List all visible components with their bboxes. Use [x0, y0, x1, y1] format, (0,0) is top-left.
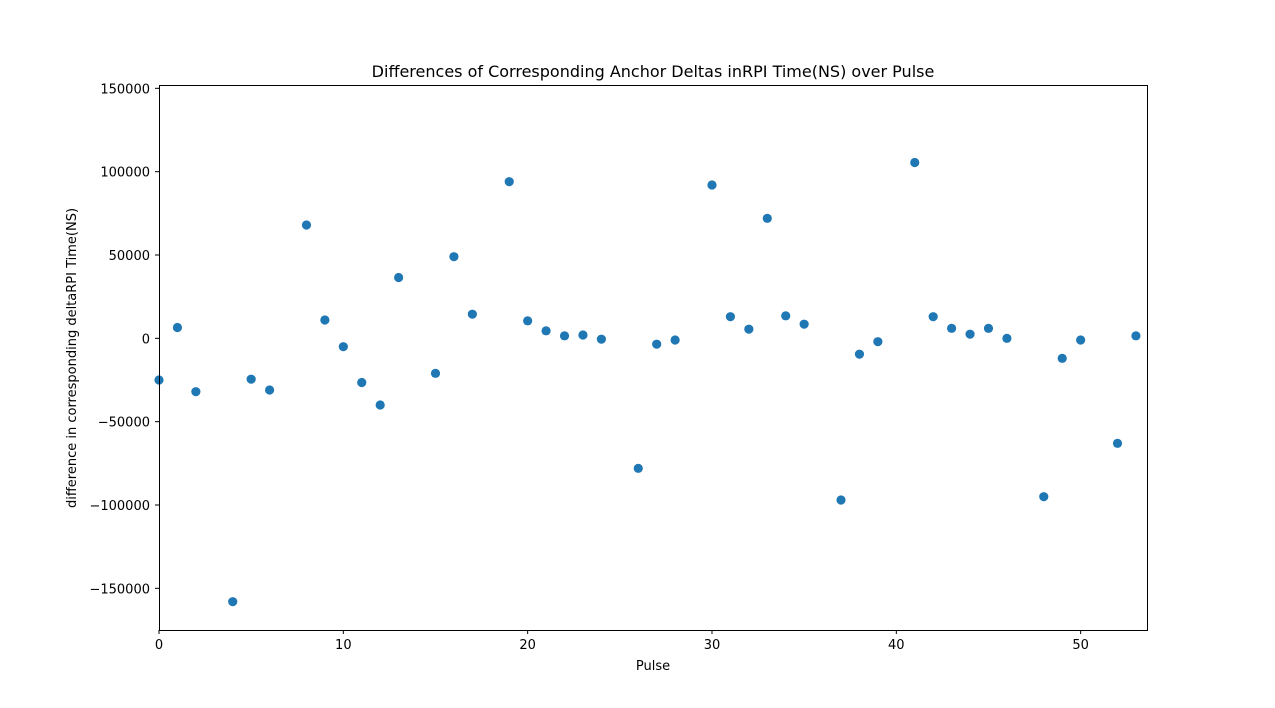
data-point [744, 324, 754, 334]
y-tick-label: 100000 [100, 166, 150, 181]
data-point [246, 374, 256, 384]
data-point [172, 322, 183, 333]
data-point [578, 330, 588, 340]
data-point [430, 368, 441, 378]
data-point [449, 252, 459, 262]
data-point [707, 180, 717, 190]
data-point [523, 316, 533, 326]
data-point [1131, 331, 1141, 341]
data-point [633, 463, 643, 473]
x-tick-label: 10 [335, 638, 352, 653]
data-point [781, 311, 791, 321]
data-point [873, 337, 883, 347]
data-point [836, 495, 846, 505]
data-point [504, 177, 514, 187]
data-point [670, 335, 680, 345]
data-point [228, 597, 238, 607]
x-tick-label: 0 [155, 638, 163, 653]
y-axis-label: difference in corresponding deltaRPI Tim… [65, 208, 80, 508]
data-point [965, 329, 975, 339]
data-point [357, 377, 367, 388]
x-tick-label: 20 [519, 638, 536, 653]
data-point [947, 323, 957, 333]
data-point [1057, 353, 1067, 363]
x-axis-label: Pulse [636, 659, 670, 674]
data-point [652, 339, 662, 349]
data-points [154, 157, 1141, 607]
data-point [467, 309, 477, 319]
y-tick-label: −100000 [89, 499, 150, 514]
y-tick-label: −50000 [98, 416, 150, 431]
y-tick-label: 150000 [100, 82, 150, 97]
y-tick-label: 50000 [109, 249, 150, 264]
y-tick-label: 0 [142, 332, 150, 347]
data-point [596, 334, 606, 344]
data-point [1002, 333, 1012, 343]
data-point [264, 385, 275, 395]
data-point [559, 331, 570, 341]
data-point [320, 315, 330, 325]
data-point [338, 342, 348, 352]
x-tick-label: 50 [1072, 638, 1089, 653]
data-point [799, 319, 809, 329]
data-point [1112, 438, 1123, 448]
data-point [983, 323, 994, 333]
plot-area [159, 85, 1147, 630]
data-point [375, 400, 385, 410]
data-point [1076, 335, 1086, 345]
data-point [541, 326, 551, 336]
chart-title: Differences of Corresponding Anchor Delt… [372, 62, 935, 81]
data-point [1039, 492, 1049, 502]
data-point [394, 272, 404, 283]
x-tick-label: 30 [704, 638, 721, 653]
y-tick-label: −150000 [89, 582, 150, 597]
y-axis-ticks: −150000 −100000 −50000 0 50000 100000 150000 [89, 82, 159, 597]
data-point [910, 157, 920, 168]
plot-frame [159, 85, 1148, 631]
data-point [301, 220, 312, 230]
data-point [928, 312, 938, 322]
x-axis-ticks: 0 10 20 30 40 50 [155, 630, 1089, 653]
data-point [854, 349, 865, 359]
data-point [762, 213, 772, 223]
data-point [191, 387, 201, 397]
data-point [725, 312, 736, 322]
x-tick-label: 40 [888, 638, 905, 653]
